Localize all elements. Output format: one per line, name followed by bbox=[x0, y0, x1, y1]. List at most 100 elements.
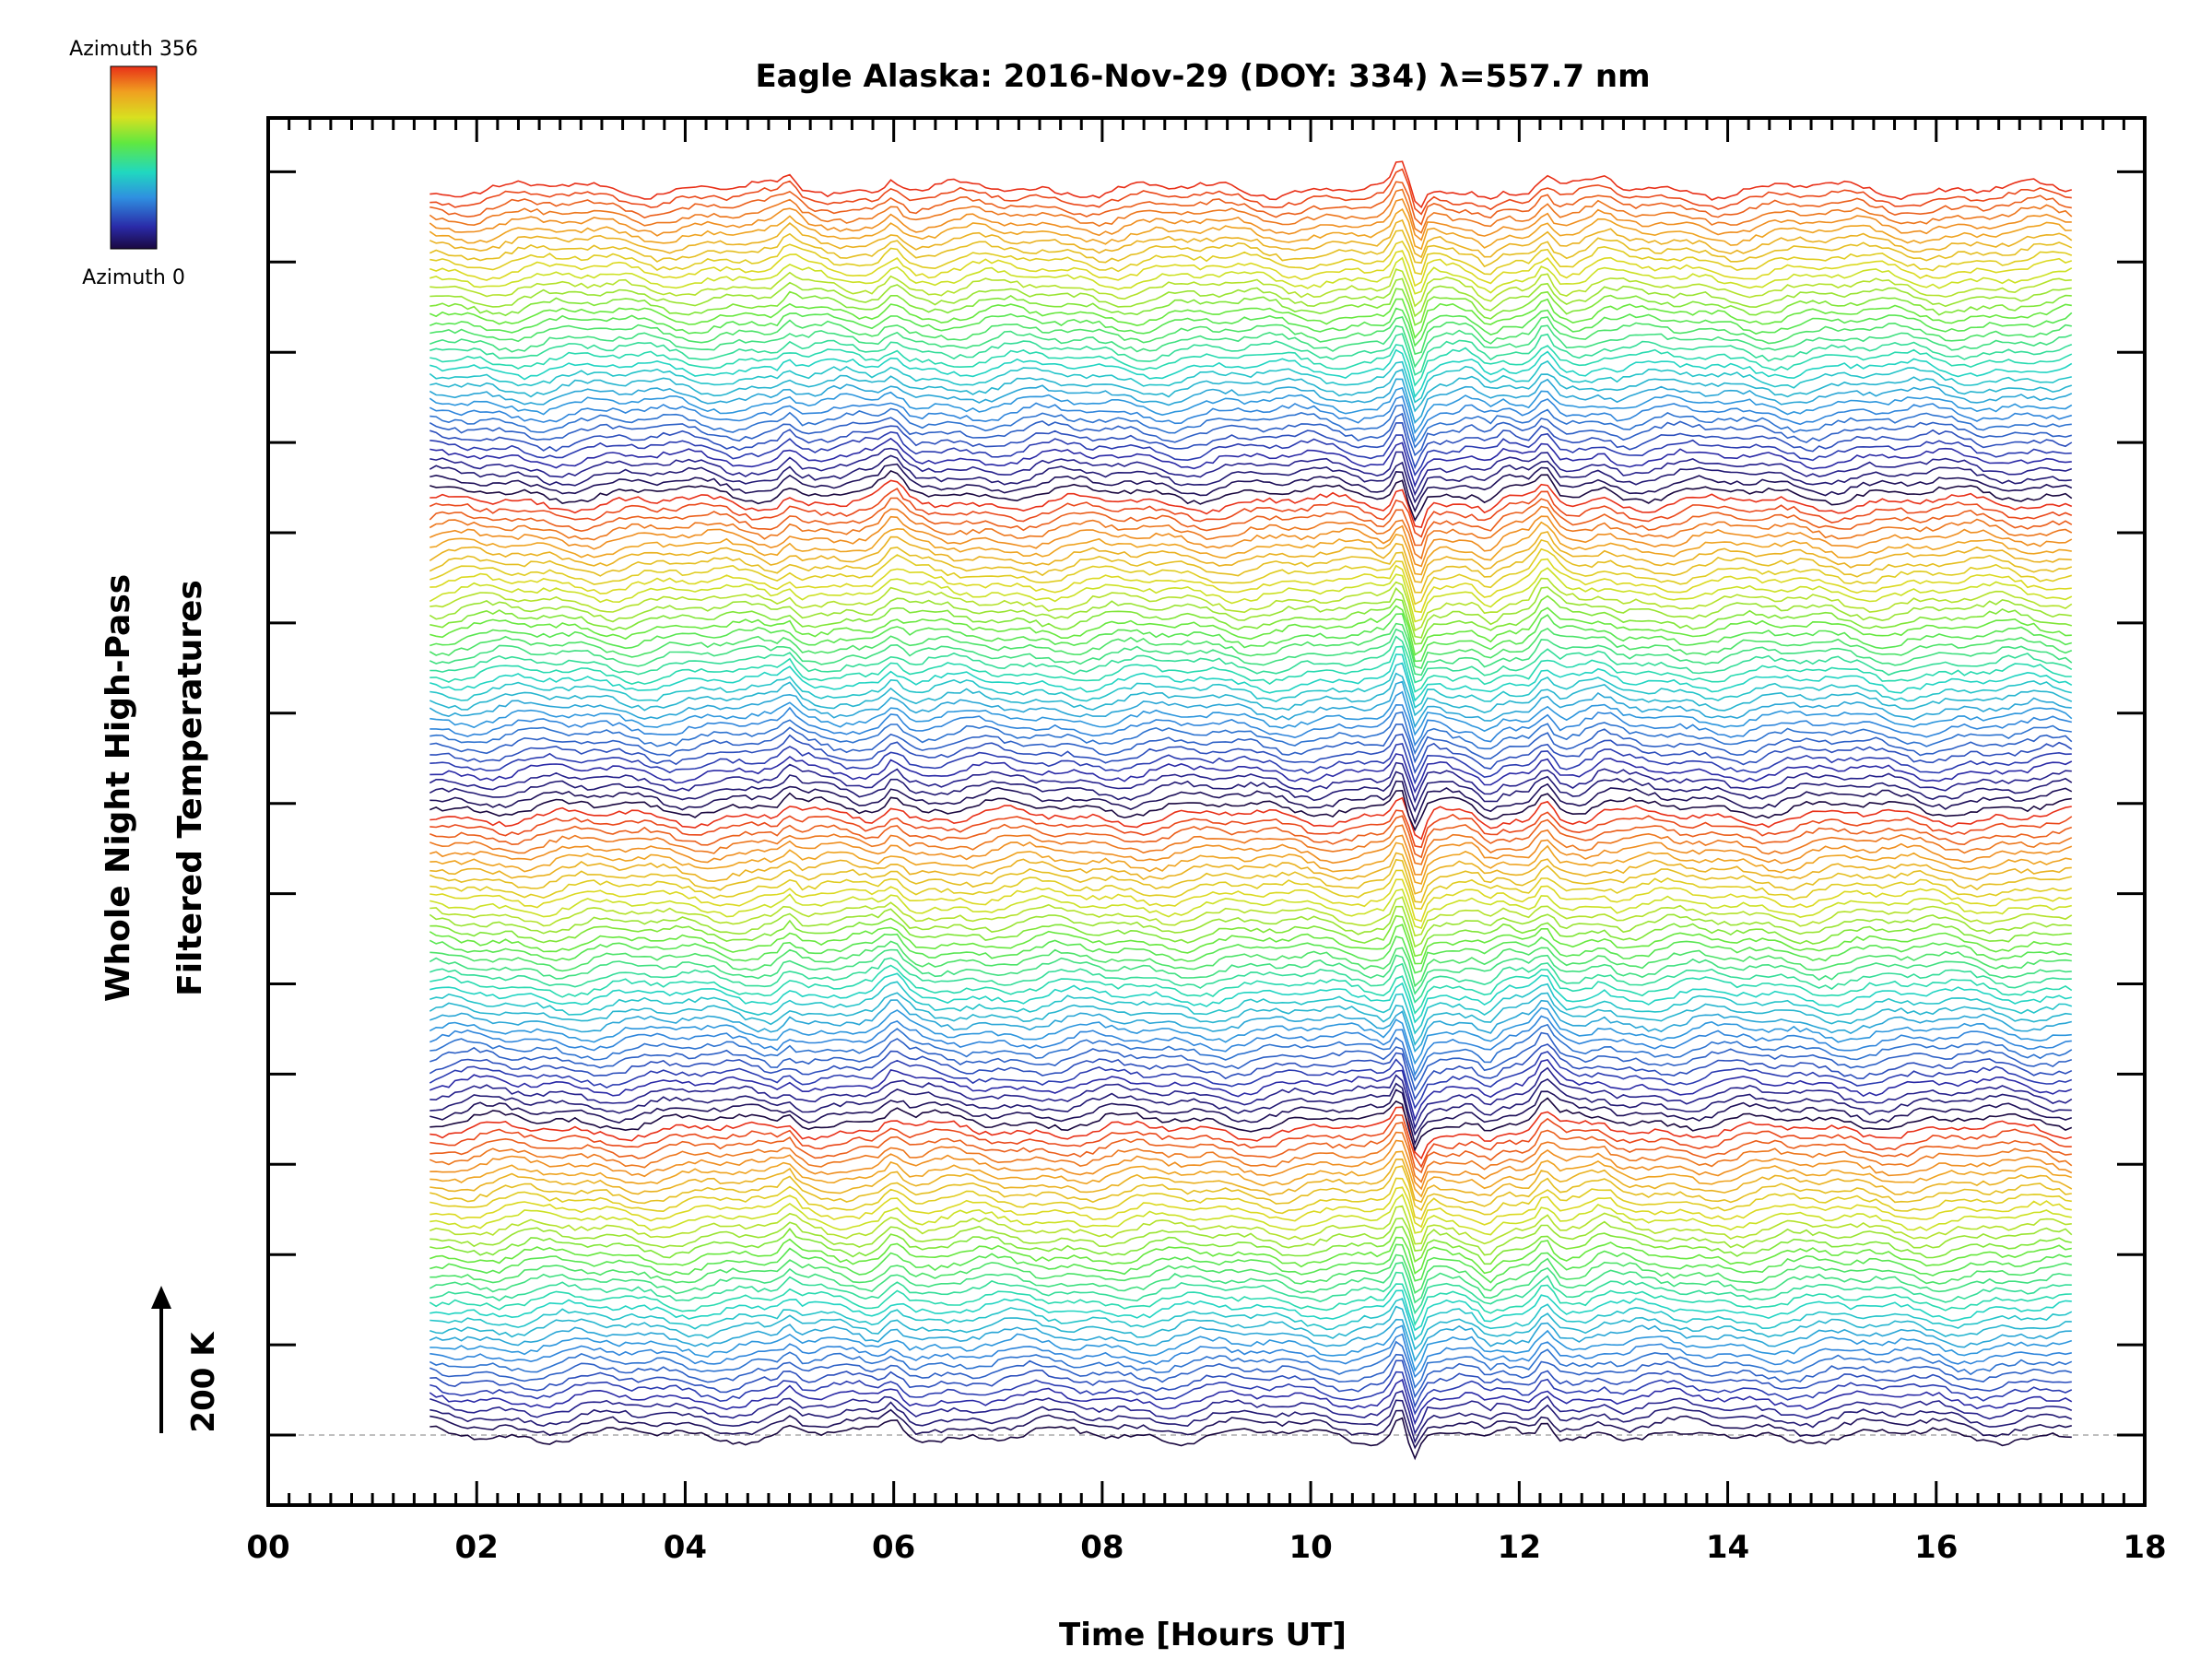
x-tick-label: 14 bbox=[1706, 1529, 1749, 1566]
series-line bbox=[429, 824, 2073, 865]
series-line bbox=[429, 1318, 2072, 1362]
series-line bbox=[429, 613, 2073, 663]
series-line bbox=[429, 1186, 2072, 1229]
series-line bbox=[429, 972, 2072, 1024]
series-line bbox=[429, 268, 2072, 308]
x-tick-label: 12 bbox=[1498, 1529, 1541, 1566]
series-line bbox=[429, 924, 2072, 965]
series-line bbox=[429, 933, 2073, 974]
series-line bbox=[429, 940, 2072, 988]
series-line bbox=[429, 1305, 2072, 1351]
series-line bbox=[429, 742, 2072, 785]
series-line bbox=[429, 1243, 2072, 1284]
series-line bbox=[429, 653, 2073, 702]
series-line bbox=[429, 359, 2072, 404]
series-line bbox=[429, 547, 2073, 606]
series-line bbox=[429, 538, 2073, 594]
x-tick-label: 16 bbox=[1914, 1529, 1958, 1566]
series-line bbox=[429, 316, 2072, 356]
series-line bbox=[429, 672, 2073, 717]
series-line bbox=[429, 914, 2072, 958]
x-tick-label: 08 bbox=[1080, 1529, 1124, 1566]
series-line bbox=[429, 948, 2072, 995]
series-line bbox=[429, 780, 2073, 825]
series-line bbox=[429, 488, 2073, 538]
series-line bbox=[429, 324, 2073, 369]
series-line bbox=[429, 999, 2072, 1053]
series-line bbox=[429, 878, 2073, 923]
series-line bbox=[429, 378, 2073, 424]
series-line bbox=[429, 869, 2073, 910]
series-line bbox=[429, 521, 2072, 576]
series-line bbox=[429, 333, 2073, 376]
series-line bbox=[429, 469, 2073, 523]
series-line bbox=[429, 703, 2072, 747]
series-line bbox=[429, 256, 2073, 295]
series-line bbox=[429, 430, 2072, 477]
series-line bbox=[429, 1390, 2073, 1435]
series-line bbox=[429, 229, 2073, 268]
series-line bbox=[429, 834, 2073, 876]
series-line bbox=[429, 852, 2072, 895]
series-line bbox=[429, 1121, 2072, 1174]
series-line bbox=[429, 1150, 2073, 1198]
series-line bbox=[429, 1217, 2073, 1256]
series-line bbox=[429, 1205, 2072, 1245]
x-tick-label: 02 bbox=[455, 1529, 499, 1566]
series-group bbox=[429, 160, 2073, 1461]
series-line bbox=[429, 905, 2072, 948]
series-line bbox=[429, 981, 2073, 1035]
series-line bbox=[429, 1333, 2072, 1379]
series-line bbox=[429, 463, 2073, 513]
series-line bbox=[429, 404, 2072, 449]
chart-title: Eagle Alaska: 2016-Nov-29 (DOY: 334) λ=5… bbox=[755, 58, 1650, 95]
series-line bbox=[429, 1236, 2072, 1275]
series-line bbox=[429, 1408, 2072, 1450]
series-line bbox=[429, 645, 2072, 693]
series-line bbox=[429, 577, 2073, 632]
series-line bbox=[429, 796, 2072, 841]
scale-label: 200 K bbox=[185, 1331, 222, 1433]
x-tick-label: 18 bbox=[2123, 1529, 2166, 1566]
series-line bbox=[429, 1015, 2072, 1077]
series-line bbox=[429, 1113, 2072, 1169]
series-line bbox=[429, 412, 2073, 457]
series-line bbox=[429, 858, 2072, 903]
series-line bbox=[429, 218, 2073, 259]
series-line bbox=[429, 348, 2073, 398]
series-line bbox=[429, 888, 2072, 929]
series-line bbox=[429, 1289, 2072, 1332]
series-line bbox=[429, 168, 2072, 216]
series-line bbox=[429, 1417, 2072, 1461]
series-line bbox=[429, 1297, 2073, 1341]
colorbar bbox=[110, 65, 158, 250]
series-line bbox=[429, 1193, 2072, 1236]
series-line bbox=[429, 1324, 2073, 1372]
series-line bbox=[429, 841, 2072, 885]
series-line bbox=[429, 662, 2072, 709]
x-tick-label: 06 bbox=[872, 1529, 915, 1566]
series-line bbox=[429, 809, 2073, 849]
x-tick-label: 10 bbox=[1288, 1529, 1332, 1566]
x-tick-label: 04 bbox=[664, 1529, 707, 1566]
series-line bbox=[429, 789, 2072, 832]
series-line bbox=[429, 1371, 2073, 1416]
series-line bbox=[429, 711, 2072, 756]
series-line bbox=[429, 1131, 2073, 1183]
series-line bbox=[429, 1043, 2073, 1101]
series-line bbox=[429, 1340, 2073, 1389]
series-line bbox=[429, 298, 2072, 339]
series-line bbox=[429, 1158, 2073, 1204]
series-line bbox=[429, 250, 2073, 288]
series-line bbox=[429, 635, 2073, 684]
series-line bbox=[429, 207, 2072, 251]
y-axis-label-line1: Whole Night High-Pass bbox=[100, 574, 137, 1002]
series-line bbox=[429, 605, 2072, 656]
scale-arrow-icon bbox=[151, 1286, 171, 1433]
series-line bbox=[429, 761, 2072, 804]
series-line bbox=[429, 368, 2073, 413]
series-line bbox=[429, 1226, 2072, 1265]
series-line bbox=[429, 241, 2073, 276]
series-line bbox=[429, 1023, 2073, 1082]
